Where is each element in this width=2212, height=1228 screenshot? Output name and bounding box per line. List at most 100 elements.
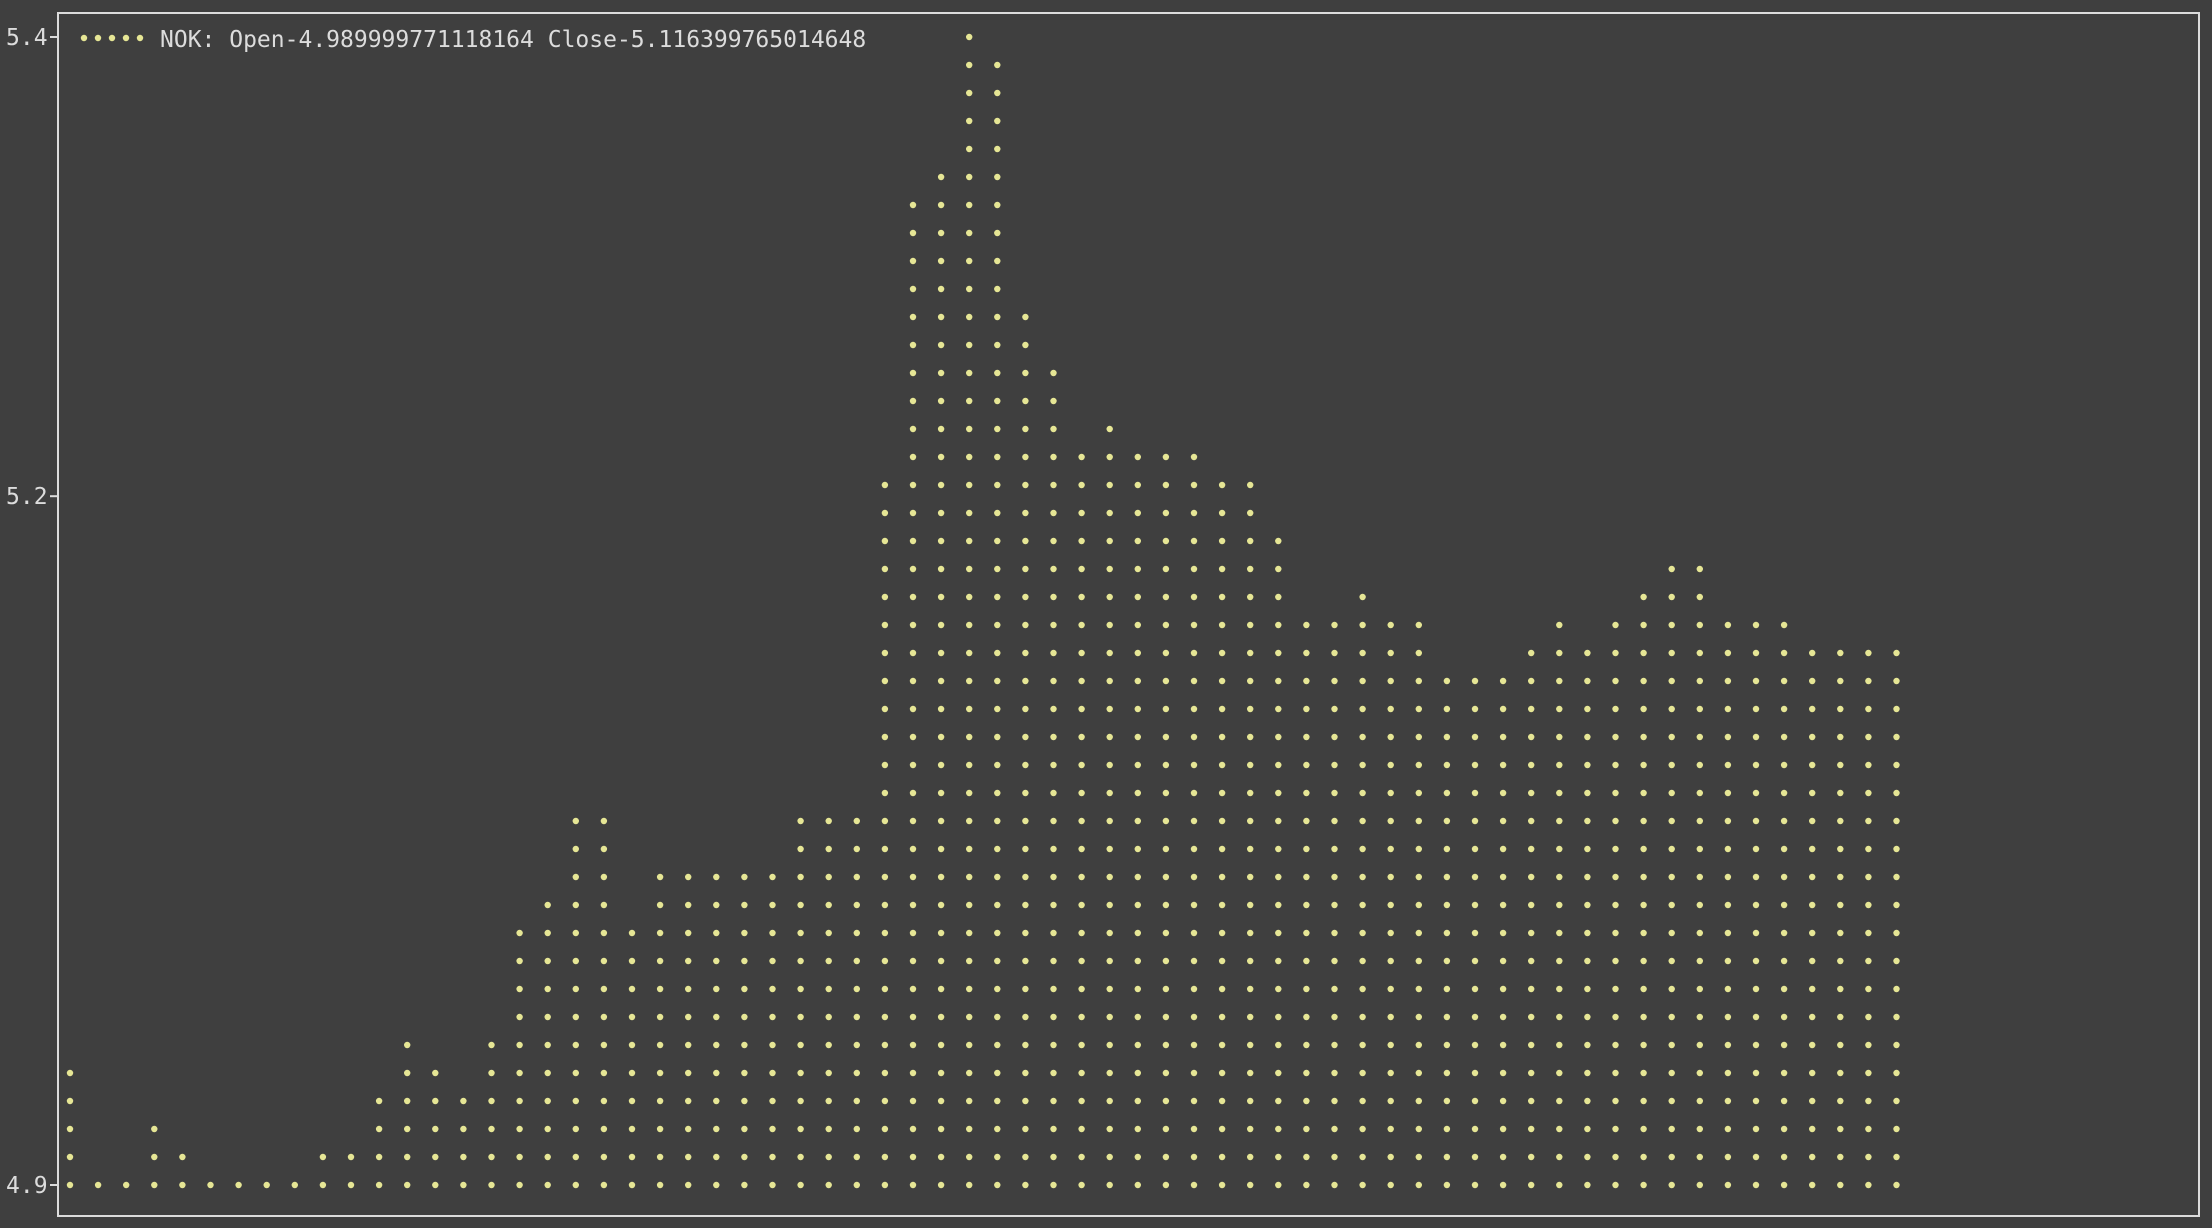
data-dot [1078, 1069, 1085, 1077]
data-dot [1752, 873, 1760, 881]
data-dot [994, 481, 1001, 489]
data-dot [1528, 873, 1535, 881]
data-dot [1809, 1069, 1816, 1077]
data-dot [1528, 1097, 1535, 1105]
data-dot [881, 1013, 889, 1021]
data-dot [853, 929, 860, 937]
data-dot [1106, 845, 1113, 853]
data-dot [937, 901, 945, 909]
data-dot [853, 1097, 860, 1105]
y-axis: 4.9 5.2 5.4 [6, 25, 58, 1199]
legend-dot [94, 34, 102, 42]
data-dot [1275, 789, 1282, 797]
bar-column [1528, 649, 1535, 1189]
data-dot [1106, 957, 1113, 965]
data-dot [1893, 1041, 1900, 1049]
data-dot [516, 1013, 523, 1021]
data-dot [881, 985, 889, 993]
data-dot [1471, 761, 1479, 769]
data-dot [1612, 733, 1619, 741]
data-dot [966, 565, 973, 573]
data-dot [1415, 649, 1423, 657]
bar-column [1837, 649, 1844, 1189]
data-dot [994, 957, 1001, 965]
data-dot [207, 1181, 214, 1189]
data-dot [966, 789, 973, 797]
data-dot [1724, 985, 1732, 993]
data-dot [1724, 1125, 1732, 1133]
data-dot [713, 1041, 720, 1049]
data-dot [1556, 677, 1563, 685]
legend-dot [80, 34, 88, 42]
data-dot [1359, 789, 1366, 797]
data-dot [797, 1125, 804, 1133]
data-dot [1162, 453, 1170, 461]
data-dot [1415, 1125, 1423, 1133]
bar-column [151, 1125, 158, 1189]
data-dot [1190, 649, 1198, 657]
data-dot [66, 1181, 74, 1189]
data-dot [432, 1181, 439, 1189]
data-dot [1499, 817, 1507, 825]
data-dot [1640, 929, 1647, 937]
data-dot [600, 873, 608, 881]
data-dot [1303, 1041, 1310, 1049]
data-dot [1106, 565, 1113, 573]
legend-marker [80, 34, 144, 42]
data-dot [1780, 873, 1788, 881]
data-dot [1865, 705, 1872, 713]
bar-column [966, 33, 973, 1189]
data-dot [1162, 789, 1170, 797]
bar-column [600, 817, 608, 1189]
data-dot [1022, 1153, 1029, 1161]
data-dot [1612, 761, 1619, 769]
data-dot [1556, 649, 1563, 657]
bar-column [1218, 481, 1226, 1189]
data-dot [741, 929, 748, 937]
data-dot [1134, 1097, 1142, 1105]
data-dot [1050, 1041, 1057, 1049]
bar-column [713, 873, 720, 1189]
data-dot [1668, 705, 1675, 713]
data-dot [853, 817, 860, 825]
data-dot [1190, 789, 1198, 797]
data-dot [909, 313, 917, 321]
data-dot [994, 929, 1001, 937]
data-dot [966, 761, 973, 769]
data-dot [1865, 1041, 1872, 1049]
data-dot [1359, 1013, 1366, 1021]
data-dot [994, 89, 1001, 97]
data-dot [1303, 957, 1310, 965]
data-dot [1022, 761, 1029, 769]
data-dot [1837, 845, 1844, 853]
data-dot [1415, 1097, 1423, 1105]
data-dot [1443, 873, 1451, 881]
data-dot [1640, 789, 1647, 797]
data-dot [1752, 817, 1760, 825]
data-dot [881, 873, 889, 881]
data-dot [1022, 509, 1029, 517]
data-dot [1752, 1013, 1760, 1021]
data-dot [825, 1013, 832, 1021]
legend: NOK: Open-4.989999771118164 Close-5.1163… [80, 27, 866, 53]
data-dot [1584, 1153, 1591, 1161]
data-dot [1218, 817, 1226, 825]
data-dot [1809, 1041, 1816, 1049]
data-dot [1387, 1041, 1394, 1049]
data-dot [1275, 1069, 1282, 1077]
data-dot [1190, 565, 1198, 573]
data-dot [291, 1181, 298, 1189]
data-dot [1443, 957, 1451, 965]
data-dot [1640, 733, 1647, 741]
data-dot [797, 1153, 804, 1161]
data-dot [1078, 957, 1085, 965]
data-dot [1499, 873, 1507, 881]
data-dot [797, 901, 804, 909]
data-dot [1471, 901, 1479, 909]
data-dot [1780, 1097, 1788, 1105]
data-dot [1247, 761, 1254, 769]
data-dot [1247, 873, 1254, 881]
bar-column [1022, 313, 1029, 1189]
data-dot [853, 1125, 860, 1133]
